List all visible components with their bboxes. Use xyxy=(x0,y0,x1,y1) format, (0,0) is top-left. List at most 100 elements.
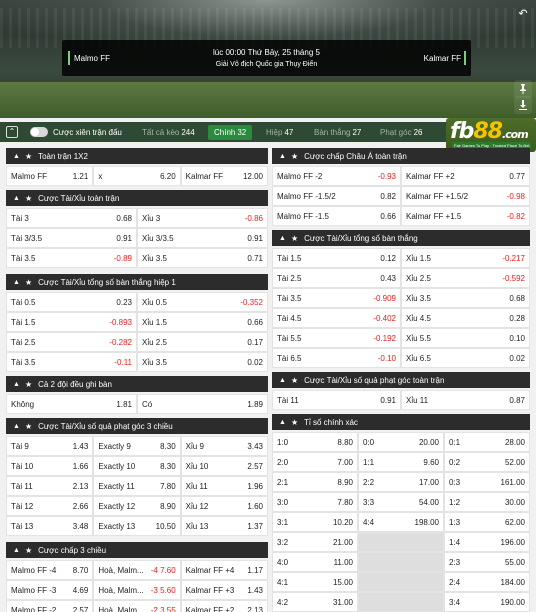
odds-cell[interactable]: 4:4 198.00 xyxy=(358,512,444,532)
odds-cell[interactable]: Tài 3/3.5 0.91 xyxy=(6,228,137,248)
odds-cell[interactable]: Tài 0.5 0.23 xyxy=(6,292,137,312)
parlay-toggle[interactable] xyxy=(30,127,48,137)
odds-cell[interactable]: Tài 3 0.68 xyxy=(6,208,137,228)
odds-cell[interactable]: Tài 2.5 0.43 xyxy=(272,268,401,288)
chevron-up-icon[interactable]: ▲ xyxy=(279,234,286,242)
market-header[interactable]: ▲ ★ Cược Tài/Xỉu số quả phạt góc toàn trận xyxy=(272,372,530,388)
odds-cell[interactable]: 1:1 9.60 xyxy=(358,452,444,472)
market-header[interactable]: ▲ ★ Cược chấp Châu Á toàn trận xyxy=(272,148,530,164)
odds-cell[interactable]: Xỉu 0.5 -0.352 xyxy=(137,292,268,312)
odds-cell[interactable]: Xỉu 6.5 0.02 xyxy=(401,348,530,368)
market-header[interactable]: ▲ ★ Cược chấp 3 chiều xyxy=(6,542,268,558)
odds-cell[interactable]: Exactly 10 8.30 xyxy=(93,456,181,476)
market-header[interactable]: ▲ ★ Toàn trận 1X2 xyxy=(6,148,268,164)
star-icon[interactable]: ★ xyxy=(290,417,299,427)
odds-cell[interactable]: Xỉu 2.5 -0.592 xyxy=(401,268,530,288)
odds-cell[interactable]: Xỉu 3.5 0.02 xyxy=(137,352,268,372)
star-icon[interactable]: ★ xyxy=(290,151,299,161)
odds-cell[interactable]: Tài 3.5 -0.909 xyxy=(272,288,401,308)
chevron-up-icon[interactable]: ▲ xyxy=(13,194,20,202)
odds-cell[interactable]: Kalmar FF +2 2.13 xyxy=(180,600,268,612)
chevron-up-icon[interactable]: ▲ xyxy=(13,278,20,286)
odds-cell[interactable]: Xỉu 5.5 0.10 xyxy=(401,328,530,348)
odds-cell[interactable]: Xỉu 3.5 0.68 xyxy=(401,288,530,308)
odds-cell[interactable]: 0:0 20.00 xyxy=(358,432,444,452)
collapse-all-button[interactable]: ⌃ xyxy=(6,126,18,138)
odds-cell[interactable]: Có 1.89 xyxy=(137,394,268,414)
odds-cell[interactable]: Tài 1.5 -0.893 xyxy=(6,312,137,332)
chevron-up-icon[interactable]: ▲ xyxy=(279,376,286,384)
odds-cell[interactable]: Kalmar FF +3 1.43 xyxy=(180,580,268,600)
odds-cell[interactable]: Tài 5.5 -0.192 xyxy=(272,328,401,348)
pin-icon[interactable] xyxy=(514,80,532,98)
download-icon[interactable] xyxy=(514,96,532,114)
odds-cell[interactable]: Xỉu 1.5 -0.217 xyxy=(401,248,530,268)
tab-half[interactable]: Hiệp 47 xyxy=(266,128,294,137)
odds-cell[interactable]: Tài 13 3.48 xyxy=(6,516,94,536)
star-icon[interactable]: ★ xyxy=(290,233,299,243)
odds-cell[interactable]: Tài 4.5 -0.402 xyxy=(272,308,401,328)
odds-cell[interactable]: Xỉu 10 2.57 xyxy=(180,456,268,476)
chevron-up-icon[interactable]: ▲ xyxy=(279,418,286,426)
odds-cell[interactable]: Xỉu 9 3.43 xyxy=(180,436,268,456)
odds-cell[interactable]: Exactly 13 10.50 xyxy=(93,516,181,536)
odds-cell[interactable]: Xỉu 1.5 0.66 xyxy=(137,312,268,332)
odds-cell[interactable]: Kalmar FF 12.00 xyxy=(180,166,268,186)
odds-cell[interactable]: Malmo FF -1.5/2 0.82 xyxy=(272,186,401,206)
odds-cell[interactable]: Xỉu 4.5 0.28 xyxy=(401,308,530,328)
odds-cell[interactable]: 3:0 7.80 xyxy=(272,492,358,512)
odds-cell[interactable]: 3:2 21.00 xyxy=(272,532,358,552)
chevron-up-icon[interactable]: ▲ xyxy=(13,546,20,554)
star-icon[interactable]: ★ xyxy=(24,277,33,287)
market-header[interactable]: ▲ ★ Tỉ số chính xác xyxy=(272,414,530,430)
odds-cell[interactable]: 0:2 52.00 xyxy=(444,452,530,472)
tab-goals[interactable]: Bàn thắng 27 xyxy=(314,128,362,137)
odds-cell[interactable]: 2:4 184.00 xyxy=(444,572,530,592)
odds-cell[interactable]: Tài 1.5 0.12 xyxy=(272,248,401,268)
odds-cell[interactable]: 1:0 8.80 xyxy=(272,432,358,452)
odds-cell[interactable]: Hoà, Malm... -4 7.60 xyxy=(93,560,181,580)
odds-cell[interactable]: Malmo FF -2 -0.93 xyxy=(272,166,401,186)
odds-cell[interactable]: 3:3 54.00 xyxy=(358,492,444,512)
chevron-up-icon[interactable]: ▲ xyxy=(13,152,20,160)
odds-cell[interactable]: Xỉu 12 1.60 xyxy=(180,496,268,516)
odds-cell[interactable]: 4:0 11.00 xyxy=(272,552,358,572)
odds-cell[interactable]: Không 1.81 xyxy=(6,394,137,414)
market-header[interactable]: ▲ ★ Cược Tài/Xỉu tổng số bàn thắng xyxy=(272,230,530,246)
odds-cell[interactable]: Malmo FF -1.5 0.66 xyxy=(272,206,401,226)
market-header[interactable]: ▲ ★ Cược Tài/Xỉu tổng số bàn thắng hiệp 1 xyxy=(6,274,268,290)
market-header[interactable]: ▲ ★ Cược Tài/Xỉu toàn trận xyxy=(6,190,268,206)
odds-cell[interactable]: Xỉu 13 1.37 xyxy=(180,516,268,536)
chevron-up-icon[interactable]: ▲ xyxy=(279,152,286,160)
odds-cell[interactable]: 0:3 161.00 xyxy=(444,472,530,492)
star-icon[interactable]: ★ xyxy=(24,151,33,161)
odds-cell[interactable]: Xỉu 11 0.87 xyxy=(401,390,530,410)
odds-cell[interactable]: Xỉu 3.5 0.71 xyxy=(137,248,268,268)
odds-cell[interactable]: 1:2 30.00 xyxy=(444,492,530,512)
back-icon[interactable]: ↶ xyxy=(518,7,528,20)
odds-cell[interactable]: Tài 9 1.43 xyxy=(6,436,94,456)
tab-corners[interactable]: Phạt góc 26 xyxy=(380,128,423,137)
chevron-up-icon[interactable]: ▲ xyxy=(13,380,20,388)
odds-cell[interactable]: Kalmar FF +1.5 -0.82 xyxy=(401,206,530,226)
odds-cell[interactable]: 2:2 17.00 xyxy=(358,472,444,492)
odds-cell[interactable]: Malmo FF -2 2.57 xyxy=(6,600,94,612)
odds-cell[interactable]: Xỉu 3 -0.86 xyxy=(137,208,268,228)
odds-cell[interactable]: Kalmar FF +2 0.77 xyxy=(401,166,530,186)
star-icon[interactable]: ★ xyxy=(24,421,33,431)
star-icon[interactable]: ★ xyxy=(24,193,33,203)
odds-cell[interactable]: 1:3 62.00 xyxy=(444,512,530,532)
odds-cell[interactable]: 3:1 10.20 xyxy=(272,512,358,532)
odds-cell[interactable]: Xỉu 11 1.96 xyxy=(180,476,268,496)
odds-cell[interactable]: Tài 3.5 -0.89 xyxy=(6,248,137,268)
star-icon[interactable]: ★ xyxy=(24,379,33,389)
odds-cell[interactable]: 4:1 15.00 xyxy=(272,572,358,592)
odds-cell[interactable]: Hoà, Malm... -3 5.60 xyxy=(93,580,181,600)
odds-cell[interactable]: Tài 11 2.13 xyxy=(6,476,94,496)
tab-main[interactable]: Chính 32 xyxy=(208,125,253,140)
odds-cell[interactable]: Malmo FF -4 8.70 xyxy=(6,560,94,580)
star-icon[interactable]: ★ xyxy=(24,545,33,555)
odds-cell[interactable]: Kalmar FF +4 1.17 xyxy=(180,560,268,580)
tab-all[interactable]: Tất cả kèo 244 xyxy=(142,128,195,137)
odds-cell[interactable]: Exactly 12 8.90 xyxy=(93,496,181,516)
